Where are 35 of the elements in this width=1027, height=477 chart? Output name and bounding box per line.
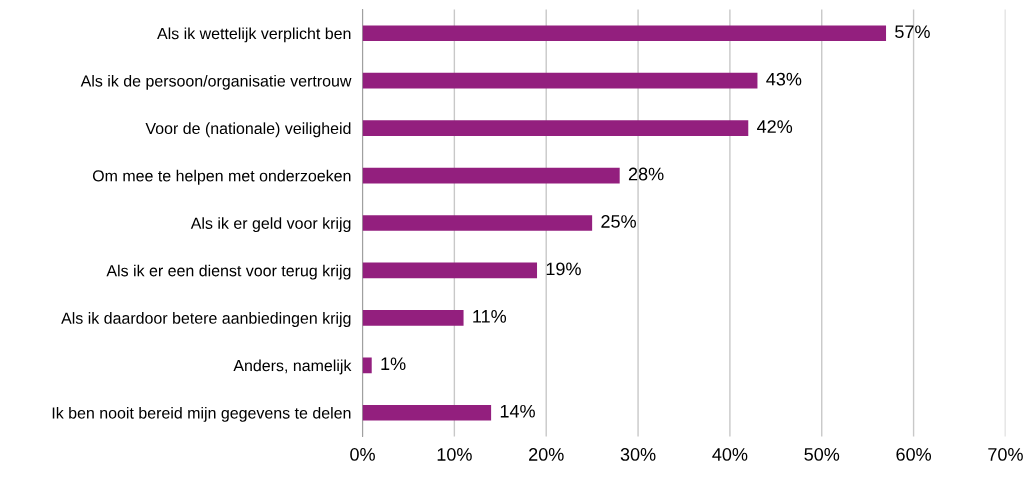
- x-tick-label: 30%: [620, 448, 656, 461]
- x-tick-label: 40%: [712, 448, 748, 461]
- y-tick-label: Anders, namelijk: [233, 359, 352, 375]
- data-label: 25%: [601, 215, 636, 228]
- data-label: 11%: [473, 310, 507, 323]
- y-tick-label: Ik ben nooit bereid mijn gegevens te delen: [52, 406, 351, 422]
- x-tick-label: 20%: [529, 448, 564, 461]
- bar: [362, 120, 749, 136]
- data-label: 42%: [757, 120, 793, 133]
- y-tick-label: Als ik daardoor betere aanbiedingen krijg: [61, 312, 351, 327]
- bar: [362, 215, 593, 231]
- y-tick-label: Als ik er een dienst voor terug krijg: [106, 264, 351, 280]
- data-label: 43%: [766, 72, 802, 86]
- bar: [362, 167, 620, 184]
- bar: [362, 310, 464, 326]
- data-label: 14%: [500, 404, 535, 418]
- y-tick-label: Om mee te helpen met onderzoeken: [92, 169, 351, 185]
- x-tick-label: 50%: [804, 448, 840, 461]
- x-tick-label: 70%: [988, 448, 1023, 461]
- x-tick-label: 0%: [350, 448, 375, 461]
- y-tick-label: Als ik er geld voor krijg: [190, 217, 351, 233]
- bar: [362, 357, 372, 374]
- y-tick-label: Als ik wettelijk verplicht ben: [157, 27, 351, 43]
- x-tick-label: 60%: [896, 448, 932, 461]
- bar: [362, 262, 538, 279]
- x-tick-label: 10%: [437, 448, 472, 461]
- data-label: 1%: [381, 357, 406, 371]
- y-tick-label: Als ik de persoon/organisatie vertrouw: [80, 74, 352, 90]
- data-label: 19%: [546, 262, 581, 276]
- bar: [362, 404, 492, 421]
- bar: [362, 25, 887, 42]
- y-tick-label: Voor de (nationale) veiligheid: [145, 122, 351, 138]
- data-label: 57%: [895, 25, 930, 39]
- data-label: 28%: [628, 167, 664, 181]
- bar: [362, 72, 758, 89]
